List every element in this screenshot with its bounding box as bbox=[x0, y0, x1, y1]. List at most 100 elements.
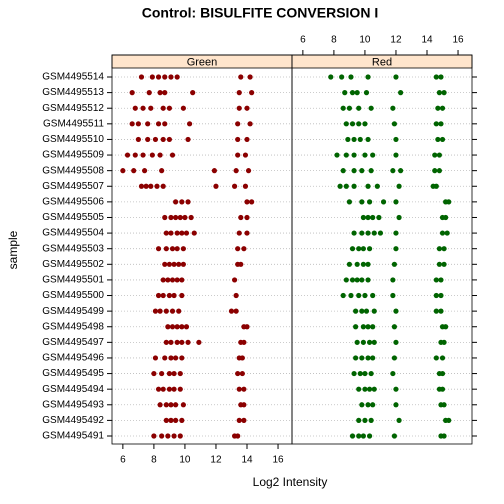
point bbox=[169, 324, 176, 330]
y-tick-label: GSM4495502 bbox=[42, 259, 104, 270]
point bbox=[159, 433, 165, 439]
point bbox=[169, 308, 176, 314]
point bbox=[351, 230, 357, 236]
point bbox=[351, 152, 357, 158]
point bbox=[166, 261, 173, 267]
point bbox=[362, 121, 368, 127]
point bbox=[393, 199, 399, 205]
point bbox=[353, 324, 359, 330]
point bbox=[233, 168, 239, 174]
point bbox=[359, 402, 365, 408]
point bbox=[244, 230, 250, 236]
point bbox=[244, 136, 250, 143]
point bbox=[231, 277, 238, 283]
point bbox=[370, 152, 376, 158]
point bbox=[182, 214, 188, 221]
point bbox=[241, 339, 247, 345]
point bbox=[390, 277, 396, 283]
point bbox=[433, 292, 439, 299]
point bbox=[391, 261, 398, 267]
point bbox=[365, 277, 371, 283]
point bbox=[162, 74, 168, 80]
point bbox=[155, 74, 162, 80]
point bbox=[152, 136, 159, 143]
point bbox=[162, 214, 168, 221]
point bbox=[345, 136, 351, 143]
point bbox=[160, 292, 166, 299]
y-tick-label: GSM4495495 bbox=[42, 368, 104, 379]
point bbox=[242, 152, 249, 158]
point bbox=[249, 90, 255, 96]
point bbox=[188, 214, 194, 221]
x-tick-label: 12 bbox=[390, 35, 402, 46]
point bbox=[371, 308, 377, 314]
point bbox=[363, 90, 370, 96]
y-tick-label: GSM4495510 bbox=[42, 134, 104, 145]
point bbox=[365, 74, 371, 80]
point bbox=[354, 261, 360, 267]
point bbox=[365, 324, 371, 330]
point bbox=[393, 386, 399, 392]
y-tick-label: GSM4495507 bbox=[42, 181, 104, 192]
point bbox=[179, 277, 185, 283]
point bbox=[149, 74, 155, 80]
point bbox=[148, 183, 154, 189]
y-tick-label: GSM4495512 bbox=[42, 103, 104, 114]
x-tick-label: 10 bbox=[179, 455, 191, 466]
point bbox=[359, 199, 365, 205]
point bbox=[443, 214, 449, 221]
point bbox=[129, 121, 135, 127]
point bbox=[349, 246, 356, 252]
point bbox=[163, 417, 169, 423]
point bbox=[165, 324, 171, 330]
y-tick-label: GSM4495499 bbox=[42, 306, 104, 317]
point bbox=[370, 324, 376, 330]
point bbox=[129, 90, 135, 96]
point bbox=[438, 121, 444, 127]
y-tick-label: GSM4495509 bbox=[42, 150, 104, 161]
point bbox=[439, 370, 446, 377]
point bbox=[177, 214, 183, 221]
point bbox=[183, 230, 190, 236]
point bbox=[233, 292, 239, 299]
point bbox=[171, 370, 177, 377]
point bbox=[439, 386, 446, 392]
point bbox=[166, 386, 173, 392]
point bbox=[339, 74, 345, 80]
point bbox=[362, 152, 368, 158]
point bbox=[362, 417, 368, 423]
point bbox=[354, 277, 360, 283]
x-tick-label: 8 bbox=[151, 455, 157, 466]
point bbox=[239, 355, 245, 361]
point bbox=[365, 355, 371, 361]
point bbox=[354, 90, 360, 96]
point bbox=[363, 308, 370, 314]
point bbox=[353, 308, 359, 314]
point bbox=[169, 246, 176, 252]
y-tick-label: GSM4495504 bbox=[42, 228, 104, 239]
point bbox=[398, 90, 404, 96]
point bbox=[145, 121, 151, 127]
point bbox=[370, 292, 376, 299]
point bbox=[377, 230, 384, 236]
chart-title: Control: BISULFITE CONVERSION I bbox=[142, 5, 378, 21]
point bbox=[171, 261, 177, 267]
point bbox=[173, 355, 179, 361]
point bbox=[135, 136, 141, 143]
point bbox=[159, 168, 165, 174]
point bbox=[370, 214, 376, 221]
point bbox=[433, 308, 439, 314]
point bbox=[149, 152, 155, 158]
point bbox=[360, 214, 366, 221]
point bbox=[185, 199, 191, 205]
x-tick-label: 8 bbox=[331, 35, 337, 46]
point bbox=[393, 402, 399, 408]
point bbox=[337, 183, 343, 189]
point bbox=[163, 402, 169, 408]
point bbox=[155, 386, 162, 392]
point bbox=[368, 105, 374, 111]
point bbox=[185, 339, 191, 345]
x-tick-label: 12 bbox=[210, 455, 222, 466]
x-axis-label: Log2 Intensity bbox=[253, 475, 328, 489]
point bbox=[371, 386, 377, 392]
